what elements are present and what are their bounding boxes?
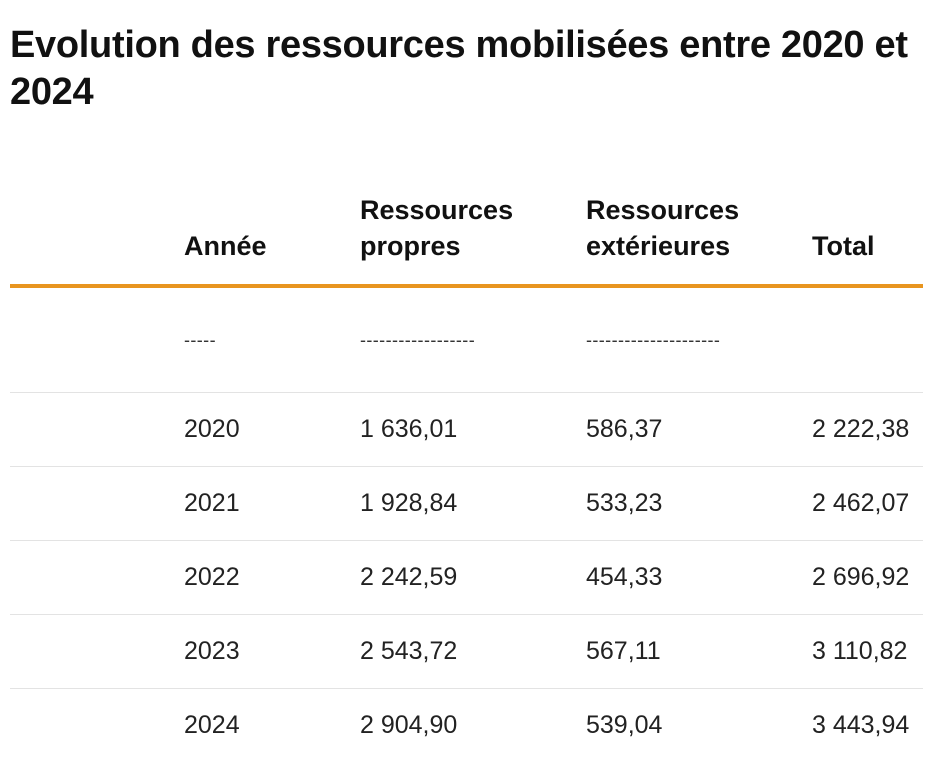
- cell-external-resources: 533,23: [586, 466, 812, 541]
- cell-total: 2 696,92: [812, 540, 923, 615]
- cell-year: 2021: [184, 466, 360, 541]
- table-row: 2023 2 543,72 567,11 3 110,82: [10, 614, 923, 689]
- cell-external-resources: 454,33: [586, 540, 812, 615]
- row-spacer: [10, 614, 184, 689]
- resources-table: Année Ressources propres Ressources exté…: [10, 168, 923, 762]
- table-row: 2021 1 928,84 533,23 2 462,07: [10, 466, 923, 541]
- header-total: Total: [812, 231, 875, 261]
- header-own-resources: Ressources propres: [360, 195, 514, 261]
- cell-year: 2024: [184, 711, 240, 739]
- table-header: Année Ressources propres Ressources exté…: [10, 168, 923, 286]
- cell-year: 2023: [184, 614, 360, 689]
- cell-external-resources: 567,11: [586, 614, 812, 689]
- table-body: ----- ------------------ ---------------…: [10, 286, 923, 762]
- separator-cell-total: [812, 286, 923, 393]
- row-spacer: [10, 540, 184, 615]
- page-title: Evolution des ressources mobilisées entr…: [10, 24, 908, 113]
- row-spacer: [10, 286, 184, 393]
- cell-total: 2 462,07: [812, 466, 923, 541]
- header-external-resources: Ressources extérieures: [586, 195, 740, 261]
- header-spacer: [10, 168, 184, 286]
- header-row: Année Ressources propres Ressources exté…: [10, 168, 923, 286]
- table-row: 2020 1 636,01 586,37 2 222,38: [10, 392, 923, 467]
- cell-external-resources: 586,37: [586, 392, 812, 467]
- separator-cell-external-text: ---------------------: [586, 330, 721, 350]
- header-year: Année: [184, 231, 267, 261]
- cell-year: 2022: [184, 540, 360, 615]
- cell-own-resources: 2 242,59: [360, 540, 586, 615]
- cell-year: 2020: [184, 392, 360, 467]
- cell-external-resources: 539,04: [586, 711, 663, 739]
- cell-own-resources: 1 928,84: [360, 466, 586, 541]
- cell-total: 3 110,82: [812, 614, 923, 689]
- separator-cell-external: ---------------------: [586, 286, 812, 393]
- cell-own-resources: 2 904,90: [360, 711, 458, 739]
- separator-cell-own: ------------------: [360, 286, 586, 393]
- cell-own-resources: 1 636,01: [360, 392, 586, 467]
- table-row: 2022 2 242,59 454,33 2 696,92: [10, 540, 923, 615]
- cell-own-resources: 2 543,72: [360, 614, 586, 689]
- cell-total: 2 222,38: [812, 392, 923, 467]
- row-spacer: [10, 392, 184, 467]
- cell-total: 3 443,94: [812, 711, 910, 739]
- table-row: 2024 2 904,90 539,04 3 443,94: [10, 689, 923, 763]
- separator-cell-year: -----: [184, 286, 360, 393]
- separator-row: ----- ------------------ ---------------…: [10, 286, 923, 393]
- row-spacer: [10, 466, 184, 541]
- row-spacer: [10, 689, 184, 763]
